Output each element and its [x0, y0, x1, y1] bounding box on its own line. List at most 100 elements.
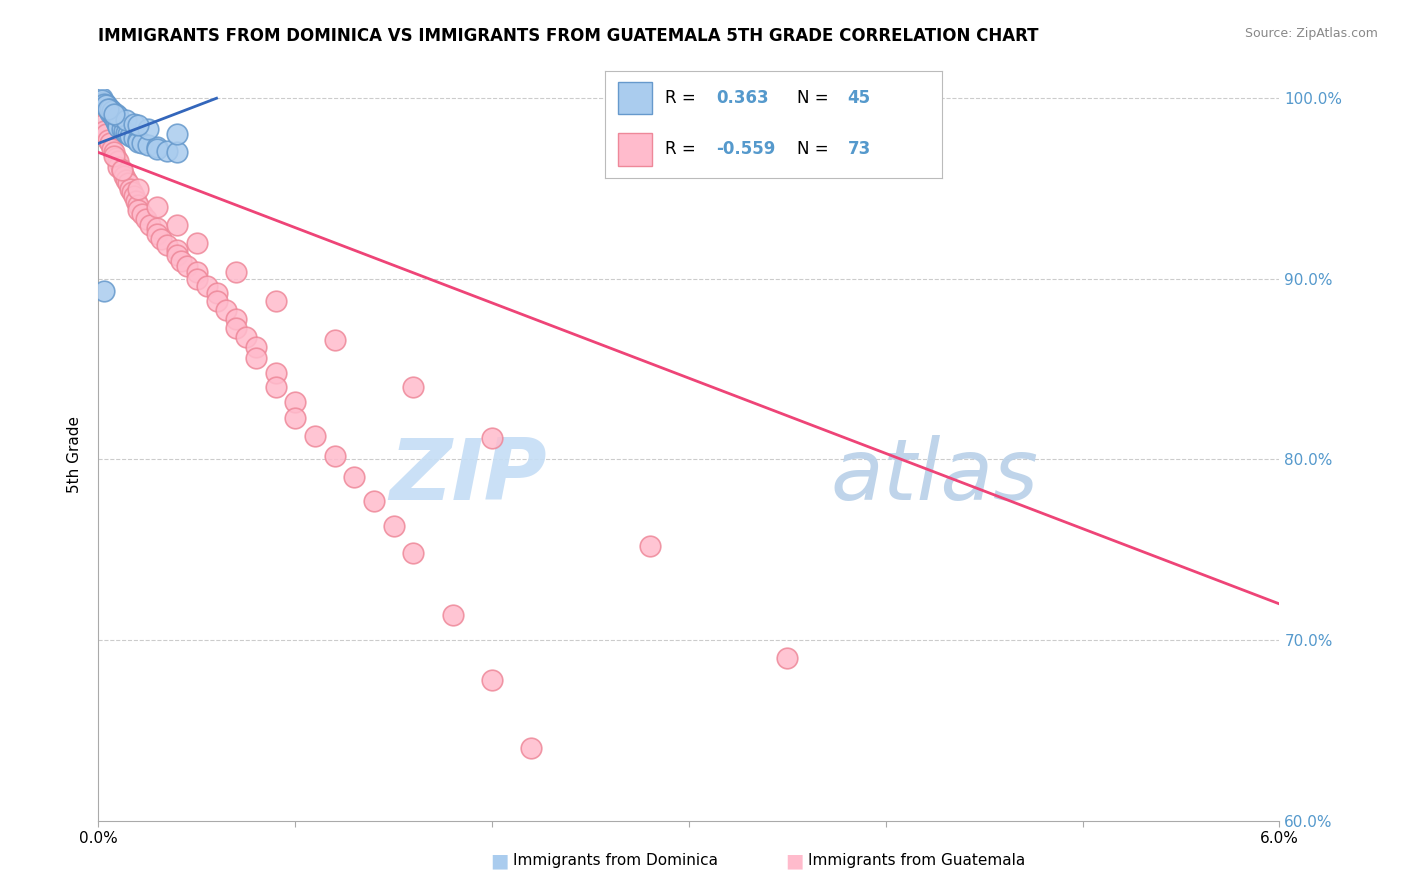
Point — [117, 128, 139, 142]
Point — [117, 176, 139, 190]
Point — [776, 651, 799, 665]
Point — [245, 351, 267, 366]
Point — [166, 145, 188, 160]
Point — [264, 380, 287, 394]
Point — [111, 122, 134, 136]
Point — [127, 181, 149, 195]
Point — [284, 394, 307, 409]
Point — [91, 93, 114, 107]
Point — [323, 449, 346, 463]
Point — [136, 138, 159, 153]
Point — [166, 248, 188, 262]
Point — [166, 243, 188, 257]
Point — [156, 144, 179, 158]
Point — [235, 329, 257, 343]
Text: N =: N = — [797, 89, 828, 107]
Point — [107, 116, 129, 130]
Point — [96, 98, 118, 112]
Point — [111, 163, 134, 178]
Point — [96, 96, 118, 111]
Point — [118, 129, 141, 144]
Text: 45: 45 — [848, 89, 870, 107]
Point — [91, 91, 114, 105]
Point — [304, 429, 326, 443]
Point — [176, 259, 198, 273]
Text: 73: 73 — [848, 141, 870, 159]
Point — [579, 828, 602, 842]
Point — [98, 105, 121, 120]
Point — [93, 285, 115, 299]
Point — [135, 212, 157, 227]
Point — [107, 160, 129, 174]
Point — [101, 107, 124, 121]
Point — [205, 293, 228, 308]
Point — [150, 232, 173, 246]
Point — [121, 185, 143, 199]
Point — [93, 95, 115, 109]
Point — [136, 122, 159, 136]
Point — [166, 218, 188, 232]
Point — [225, 264, 247, 278]
Point — [481, 431, 503, 445]
Point — [111, 163, 134, 178]
Point — [107, 120, 129, 135]
Point — [103, 111, 125, 125]
Point — [146, 221, 169, 235]
Point — [127, 198, 149, 212]
Point — [96, 98, 118, 112]
Point — [96, 128, 118, 142]
Text: N =: N = — [797, 141, 828, 159]
Point — [97, 133, 120, 147]
Point — [382, 519, 405, 533]
Bar — [619, 82, 652, 114]
Point — [107, 118, 129, 132]
Point — [122, 131, 145, 145]
Point — [115, 126, 138, 140]
Text: ■: ■ — [489, 851, 509, 871]
Point — [127, 118, 149, 132]
Point — [97, 102, 120, 116]
Point — [156, 237, 179, 252]
Text: atlas: atlas — [831, 435, 1039, 518]
Text: 0.363: 0.363 — [716, 89, 769, 107]
Point — [402, 380, 425, 394]
Bar — [619, 134, 652, 166]
Point — [127, 203, 149, 218]
Point — [105, 112, 128, 127]
Text: ZIP: ZIP — [389, 435, 547, 518]
Point — [225, 311, 247, 326]
Point — [131, 207, 153, 221]
Point — [131, 136, 153, 151]
Point — [103, 107, 125, 121]
Point — [146, 142, 169, 156]
Text: R =: R = — [665, 89, 696, 107]
Point — [170, 253, 193, 268]
Point — [284, 410, 307, 425]
Point — [98, 103, 121, 118]
Point — [343, 470, 366, 484]
Point — [107, 109, 129, 123]
Point — [402, 546, 425, 560]
Point — [186, 272, 208, 286]
Point — [101, 103, 124, 118]
Point — [215, 302, 238, 317]
Point — [125, 194, 148, 209]
Point — [520, 741, 543, 756]
Point — [103, 145, 125, 160]
Point — [205, 286, 228, 301]
Point — [225, 320, 247, 334]
Point — [97, 100, 120, 114]
Point — [146, 140, 169, 154]
Point — [166, 128, 188, 142]
Point — [97, 102, 120, 116]
Text: Source: ZipAtlas.com: Source: ZipAtlas.com — [1244, 27, 1378, 40]
Point — [118, 181, 141, 195]
Point — [112, 124, 135, 138]
Point — [481, 673, 503, 687]
Text: IMMIGRANTS FROM DOMINICA VS IMMIGRANTS FROM GUATEMALA 5TH GRADE CORRELATION CHAR: IMMIGRANTS FROM DOMINICA VS IMMIGRANTS F… — [98, 27, 1039, 45]
Point — [115, 112, 138, 127]
Point — [93, 124, 115, 138]
Point — [107, 154, 129, 169]
Point — [101, 142, 124, 156]
Point — [363, 494, 385, 508]
